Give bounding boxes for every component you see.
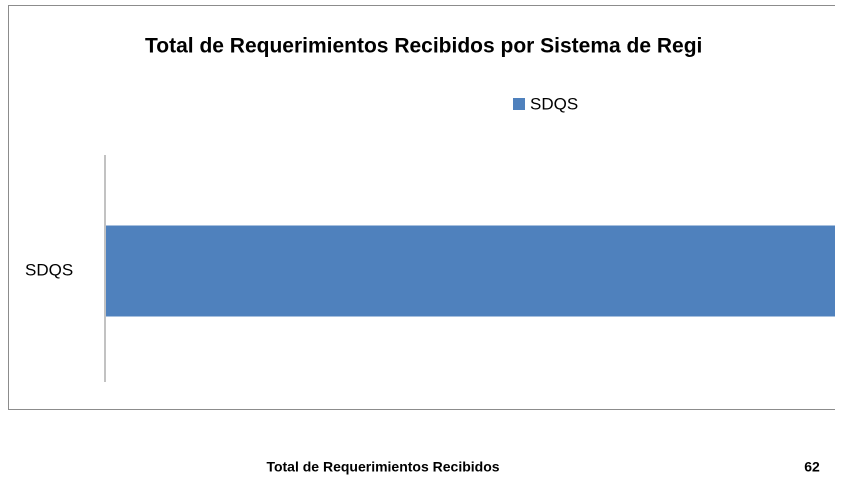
chart-border (8, 5, 835, 410)
bar (106, 225, 835, 317)
summary-value: 62 (804, 459, 820, 475)
legend-swatch (513, 98, 525, 110)
summary-label: Total de Requerimientos Recibidos (266, 459, 499, 475)
chart-area: Total de Requerimientos Recibidos por Si… (8, 5, 835, 410)
chart-title: Total de Requerimientos Recibidos por Si… (145, 35, 702, 58)
legend-label: SDQS (530, 94, 578, 113)
y-tick-label: SDQS (25, 260, 73, 279)
